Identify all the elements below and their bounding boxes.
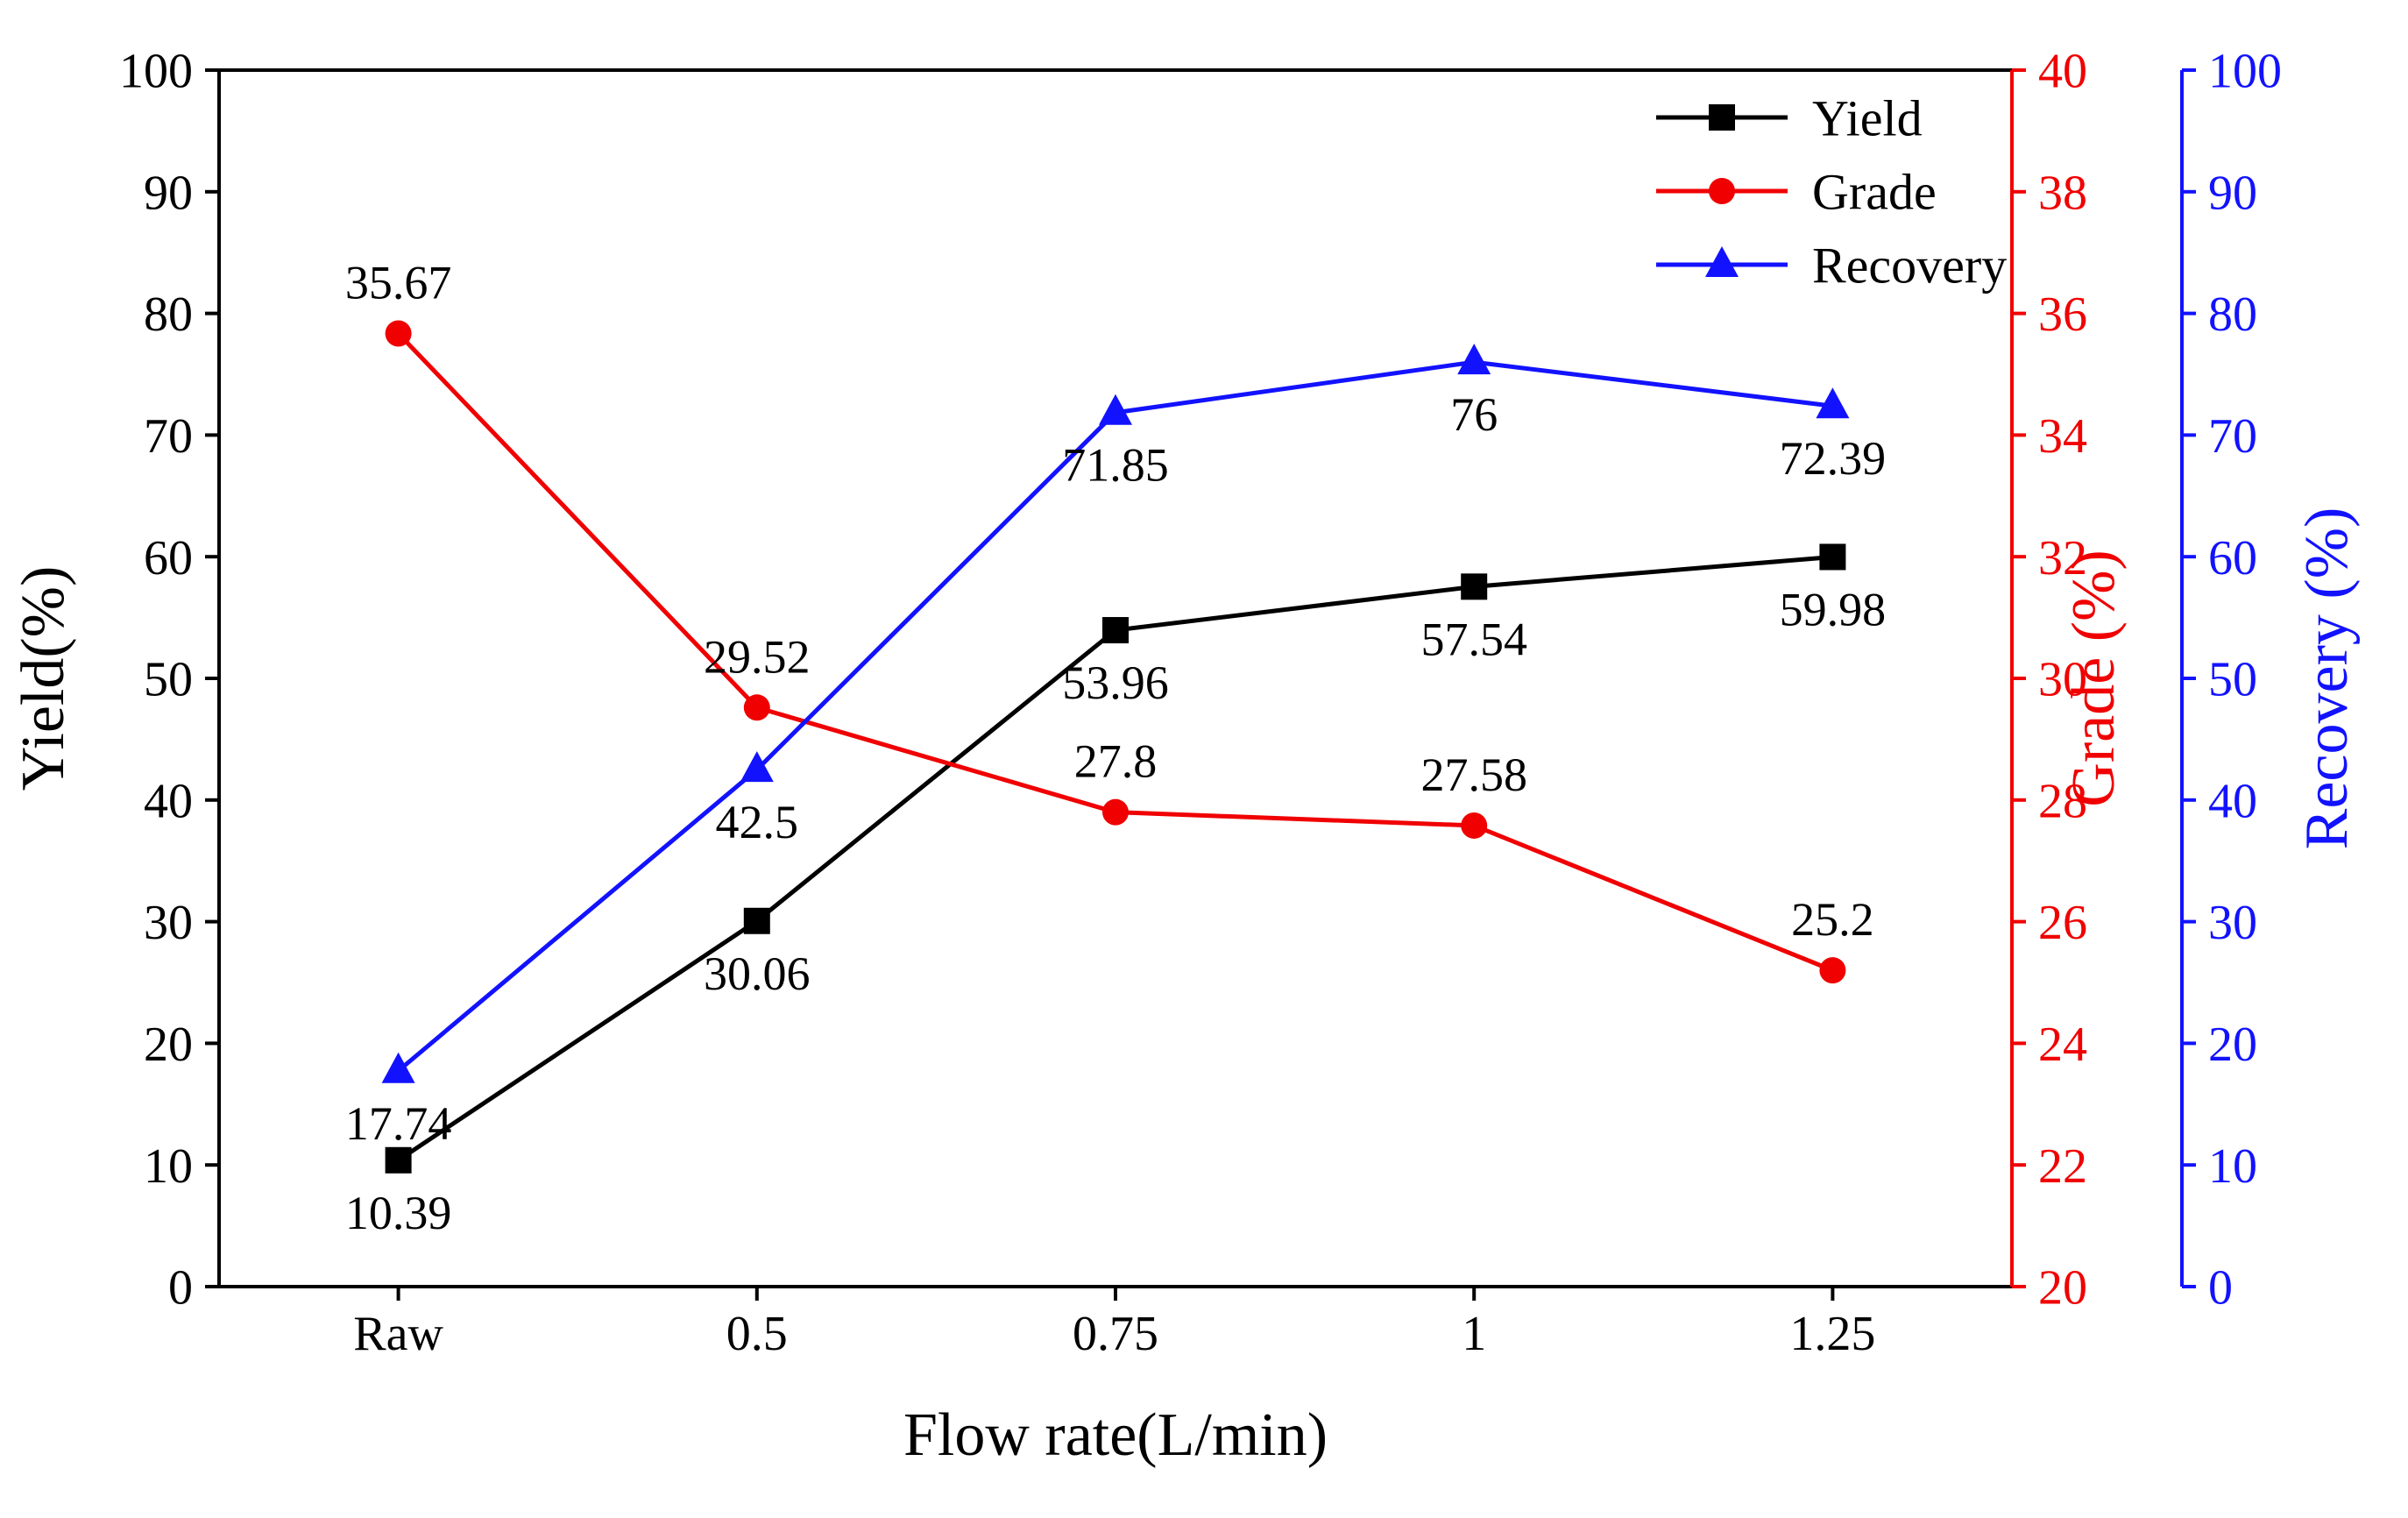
- triangle-marker-icon: [381, 1052, 415, 1083]
- x-tick-label: 0.75: [1073, 1307, 1158, 1361]
- data-label: 57.54: [1420, 613, 1527, 665]
- x-tick-label: 1: [1462, 1307, 1486, 1361]
- data-label: 30.06: [704, 947, 811, 1000]
- x-axis-title: Flow rate(L/min): [903, 1401, 1328, 1469]
- grade-tick-label: 30: [2038, 653, 2087, 707]
- data-label: 29.52: [704, 630, 811, 683]
- recovery-tick-label: 0: [2208, 1261, 2233, 1316]
- yield-tick-label: 50: [144, 653, 193, 707]
- legend-label: Grade: [1812, 163, 1937, 220]
- yield-tick-label: 100: [119, 45, 193, 99]
- circle-marker-icon: [1709, 178, 1735, 204]
- grade-tick-label: 36: [2038, 287, 2087, 342]
- recovery-tick-label: 10: [2208, 1139, 2257, 1194]
- data-label: 59.98: [1780, 583, 1887, 635]
- x-tick-label: 0.5: [726, 1307, 788, 1361]
- yield-tick-label: 0: [168, 1261, 193, 1316]
- recovery-tick-label: 90: [2208, 166, 2257, 220]
- grade-tick-label: 24: [2038, 1018, 2087, 1072]
- grade-tick-label: 40: [2038, 45, 2087, 99]
- circle-marker-icon: [1819, 957, 1846, 984]
- grade-tick-label: 38: [2038, 166, 2087, 220]
- yield-tick-label: 60: [144, 531, 193, 585]
- circle-marker-icon: [1461, 812, 1488, 839]
- data-label: 71.85: [1062, 439, 1169, 492]
- data-label: 25.2: [1791, 893, 1874, 946]
- triangle-marker-icon: [1705, 246, 1739, 277]
- legend-label: Yield: [1812, 89, 1923, 146]
- recovery-tick-label: 100: [2208, 45, 2282, 99]
- y-axis-title-yield: Yield(%): [10, 566, 77, 791]
- square-marker-icon: [743, 907, 770, 934]
- recovery-tick-label: 40: [2208, 774, 2257, 828]
- legend-item-yield: Yield: [1656, 89, 1923, 146]
- series-grade: 35.67 29.52 27.8 27.58 25.2: [345, 257, 1874, 984]
- legend-item-grade: Grade: [1656, 163, 1937, 220]
- y-axis-title-grade: Grade (%): [2060, 550, 2128, 806]
- data-label: 53.96: [1062, 656, 1169, 709]
- recovery-tick-label: 30: [2208, 896, 2257, 950]
- data-label: 10.39: [345, 1187, 452, 1239]
- data-label: 35.67: [345, 257, 452, 309]
- square-marker-icon: [1709, 104, 1735, 131]
- square-marker-icon: [1461, 573, 1488, 600]
- data-label: 72.39: [1780, 432, 1887, 485]
- triangle-marker-icon: [1099, 394, 1132, 425]
- grade-tick-label: 32: [2038, 531, 2087, 585]
- data-label: 27.8: [1074, 735, 1158, 788]
- yield-tick-label: 70: [144, 409, 193, 464]
- x-axis: Raw 0.5 0.75 1 1.25: [353, 1287, 1875, 1361]
- square-marker-icon: [1819, 543, 1846, 571]
- series-yield: 10.39 30.06 53.96 57.54 59.98: [345, 543, 1887, 1239]
- legend-label: Recovery: [1812, 237, 2007, 294]
- y-axis-yield: 0 10 20 30 40 50 60 70 80 90 100: [119, 45, 219, 1316]
- triangle-marker-icon: [1457, 344, 1491, 375]
- recovery-tick-label: 20: [2208, 1018, 2257, 1072]
- recovery-tick-label: 50: [2208, 653, 2257, 707]
- recovery-tick-label: 70: [2208, 409, 2257, 464]
- y-axis-grade: 20 22 24 26 28 30 32 34 36 38 40: [2012, 45, 2087, 1316]
- series-recovery: 17.74 42.5 71.85 76 72.39: [345, 344, 1886, 1150]
- grade-tick-label: 34: [2038, 409, 2087, 464]
- data-label: 17.74: [345, 1097, 452, 1150]
- series-line: [396, 331, 1834, 973]
- series-line: [397, 554, 1833, 1162]
- y-axis-recovery: 0 10 20 30 40 50 60 70 80 90 100: [2182, 45, 2282, 1316]
- square-marker-icon: [385, 1146, 412, 1174]
- triangle-marker-icon: [1816, 387, 1850, 419]
- x-tick-label: 1.25: [1789, 1307, 1875, 1361]
- grade-tick-label: 26: [2038, 896, 2087, 950]
- grade-tick-label: 28: [2038, 774, 2087, 828]
- legend-item-recovery: Recovery: [1656, 237, 2007, 294]
- square-marker-icon: [1102, 617, 1129, 644]
- grade-tick-label: 22: [2038, 1139, 2087, 1194]
- data-label: 42.5: [716, 796, 799, 848]
- data-label: 76: [1450, 388, 1498, 441]
- triangle-marker-icon: [740, 751, 774, 783]
- x-tick-label: Raw: [353, 1307, 443, 1361]
- yield-tick-label: 20: [144, 1018, 193, 1072]
- yield-tick-label: 80: [144, 287, 193, 342]
- y-axis-title-recovery: Recovery (%): [2293, 507, 2361, 850]
- yield-tick-label: 30: [144, 896, 193, 950]
- legend: Yield Grade Recovery: [1656, 89, 2007, 294]
- yield-tick-label: 90: [144, 166, 193, 220]
- circle-marker-icon: [1102, 798, 1129, 826]
- recovery-tick-label: 60: [2208, 531, 2257, 585]
- data-label: 27.58: [1420, 748, 1527, 801]
- grade-tick-label: 20: [2038, 1261, 2087, 1316]
- circle-marker-icon: [385, 320, 412, 347]
- yield-tick-label: 10: [144, 1139, 193, 1194]
- circle-marker-icon: [743, 694, 770, 721]
- recovery-tick-label: 80: [2208, 287, 2257, 342]
- yield-tick-label: 40: [144, 774, 193, 828]
